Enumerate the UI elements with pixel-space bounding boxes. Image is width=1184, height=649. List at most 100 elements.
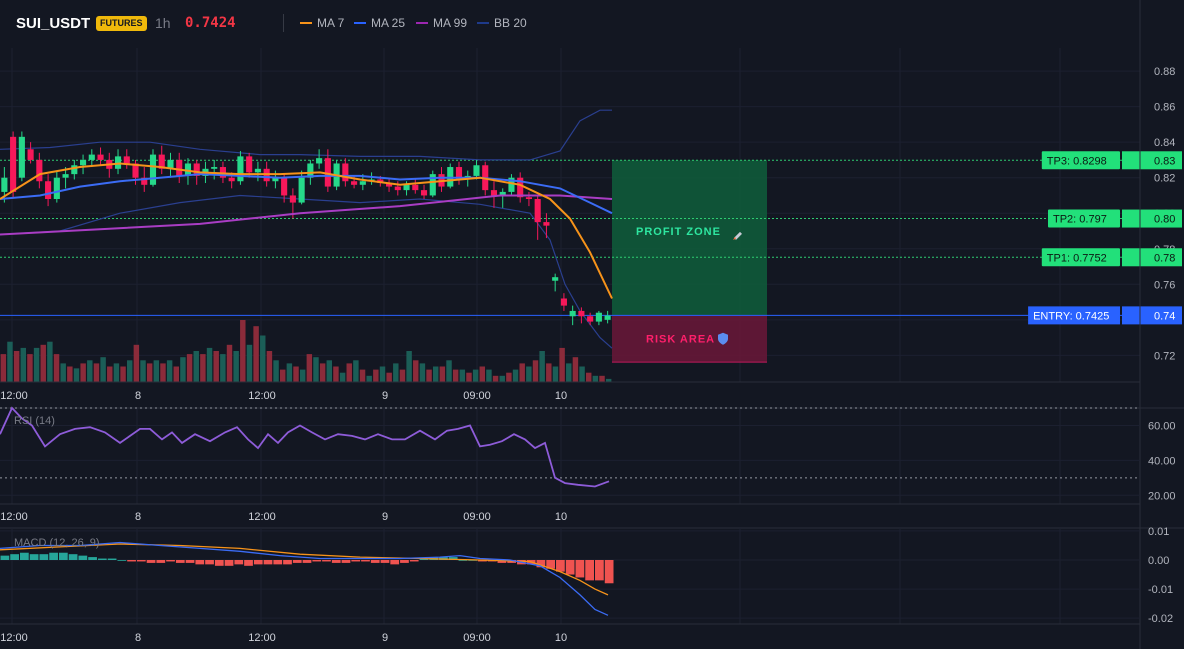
rsi-title: RSI (14) (14, 415, 55, 427)
macd-axis-tick: 0.01 (1148, 526, 1169, 538)
volume-bar (313, 357, 319, 382)
price-axis-tick: 0.82 (1154, 173, 1175, 185)
legend-ma99-label: MA 99 (433, 16, 468, 30)
legend-ma99[interactable]: MA 99 (416, 16, 467, 30)
macd-histogram-bar (234, 560, 244, 565)
candle-body (237, 156, 244, 182)
volume-bar (519, 363, 525, 382)
volume-bar (499, 375, 505, 382)
macd-histogram-bar (58, 552, 68, 560)
main-time-label: 12:00 (248, 390, 276, 402)
ma25-line (0, 173, 613, 215)
entry-label-box (1028, 306, 1120, 325)
candle-body (184, 163, 192, 176)
volume-bar (93, 363, 100, 382)
legend-bb20[interactable]: BB 20 (477, 16, 527, 30)
tp-axis-box (1122, 248, 1182, 267)
rsi-axis-tick: 20.00 (1148, 490, 1176, 502)
volume-bar (206, 347, 213, 382)
main-time-label: 12:00 (0, 390, 28, 402)
volume-bar (220, 354, 226, 382)
candle-body (385, 183, 393, 187)
macd-histogram-bar (331, 560, 341, 563)
main-time-label: 09:00 (463, 390, 491, 402)
macd-histogram-bar (302, 560, 312, 563)
volume-bar (359, 369, 366, 382)
volume-bar (572, 357, 579, 382)
candle-body (211, 167, 218, 169)
volume-bar (27, 354, 33, 382)
macd-histogram-bar (283, 560, 292, 565)
volume-bar (459, 369, 466, 382)
candle-body (123, 156, 130, 164)
ma7-line (0, 162, 613, 299)
volume-bar (479, 366, 486, 382)
macd-histogram-bar (214, 560, 224, 566)
macd-histogram-bar (136, 560, 146, 562)
macd-histogram-bar (546, 560, 556, 569)
macd-histogram-bar (244, 560, 253, 566)
rocket-icon (733, 231, 742, 240)
volume-bar (486, 369, 492, 382)
tp-axis-label: 0.83 (1154, 155, 1175, 167)
macd-histogram-bar (341, 560, 351, 563)
legend-ma7[interactable]: MA 7 (300, 16, 344, 30)
macd-axis-tick: 0.00 (1148, 555, 1169, 567)
volume-bar (293, 366, 299, 382)
candle-body (62, 174, 69, 178)
candle-body (228, 177, 235, 182)
candle-body (307, 163, 314, 178)
tp-label-box (1041, 248, 1120, 267)
candle-body (132, 163, 139, 178)
main-time-label: 9 (382, 390, 388, 402)
candle-body (394, 186, 401, 191)
volume-bar (466, 372, 472, 382)
rsi-time-label: 09:00 (463, 511, 491, 523)
macd-histogram-bar (49, 552, 58, 560)
volume-bar (186, 354, 193, 382)
rsi-time-label: 12:00 (0, 511, 28, 523)
candle-body (88, 154, 95, 160)
candle-body (97, 154, 104, 160)
macd-histogram-bar (595, 560, 604, 581)
macd-histogram-bar (604, 560, 614, 584)
macd-histogram-bar (205, 560, 214, 565)
macd-histogram-bar (565, 560, 575, 575)
volume-bar (160, 363, 166, 382)
rocket-flame (733, 236, 736, 240)
volume-bar (452, 369, 459, 382)
candle-body (587, 316, 594, 322)
macd-histogram-bar (419, 558, 429, 560)
price-axis-tick: 0.72 (1154, 350, 1175, 362)
symbol-name[interactable]: SUI_USDT (16, 15, 91, 32)
candle-body (560, 298, 567, 306)
macd-histogram-bar (185, 560, 195, 563)
volume-bar (592, 375, 599, 382)
macd-histogram-bar (68, 554, 78, 560)
candle-body (403, 184, 410, 191)
tp-axis-box (1122, 209, 1182, 228)
ma99-line (0, 194, 613, 236)
volume-bar (532, 360, 539, 382)
candle-body (141, 177, 148, 185)
macd-time-label: 09:00 (463, 632, 491, 644)
candle-body (281, 177, 288, 196)
rocket-body (734, 231, 742, 240)
rsi-time-label: 9 (382, 511, 388, 523)
volume-bar (306, 354, 313, 382)
macd-signal-line (0, 543, 609, 596)
interval-selector[interactable]: 1h (155, 15, 171, 31)
candle-body (316, 158, 323, 164)
legend-ma25[interactable]: MA 25 (354, 16, 405, 30)
volume-bar (273, 360, 279, 382)
candle-body (289, 195, 296, 203)
rsi-time-label: 12:00 (248, 511, 276, 523)
price-axis-tick: 0.76 (1154, 279, 1175, 291)
volume-bar (566, 363, 572, 382)
volume-bar (113, 363, 120, 382)
macd-title: MACD (12, 26, 9) (14, 537, 100, 549)
candle-body (455, 167, 463, 180)
volume-bar (419, 363, 426, 382)
volume-bar (200, 354, 206, 382)
